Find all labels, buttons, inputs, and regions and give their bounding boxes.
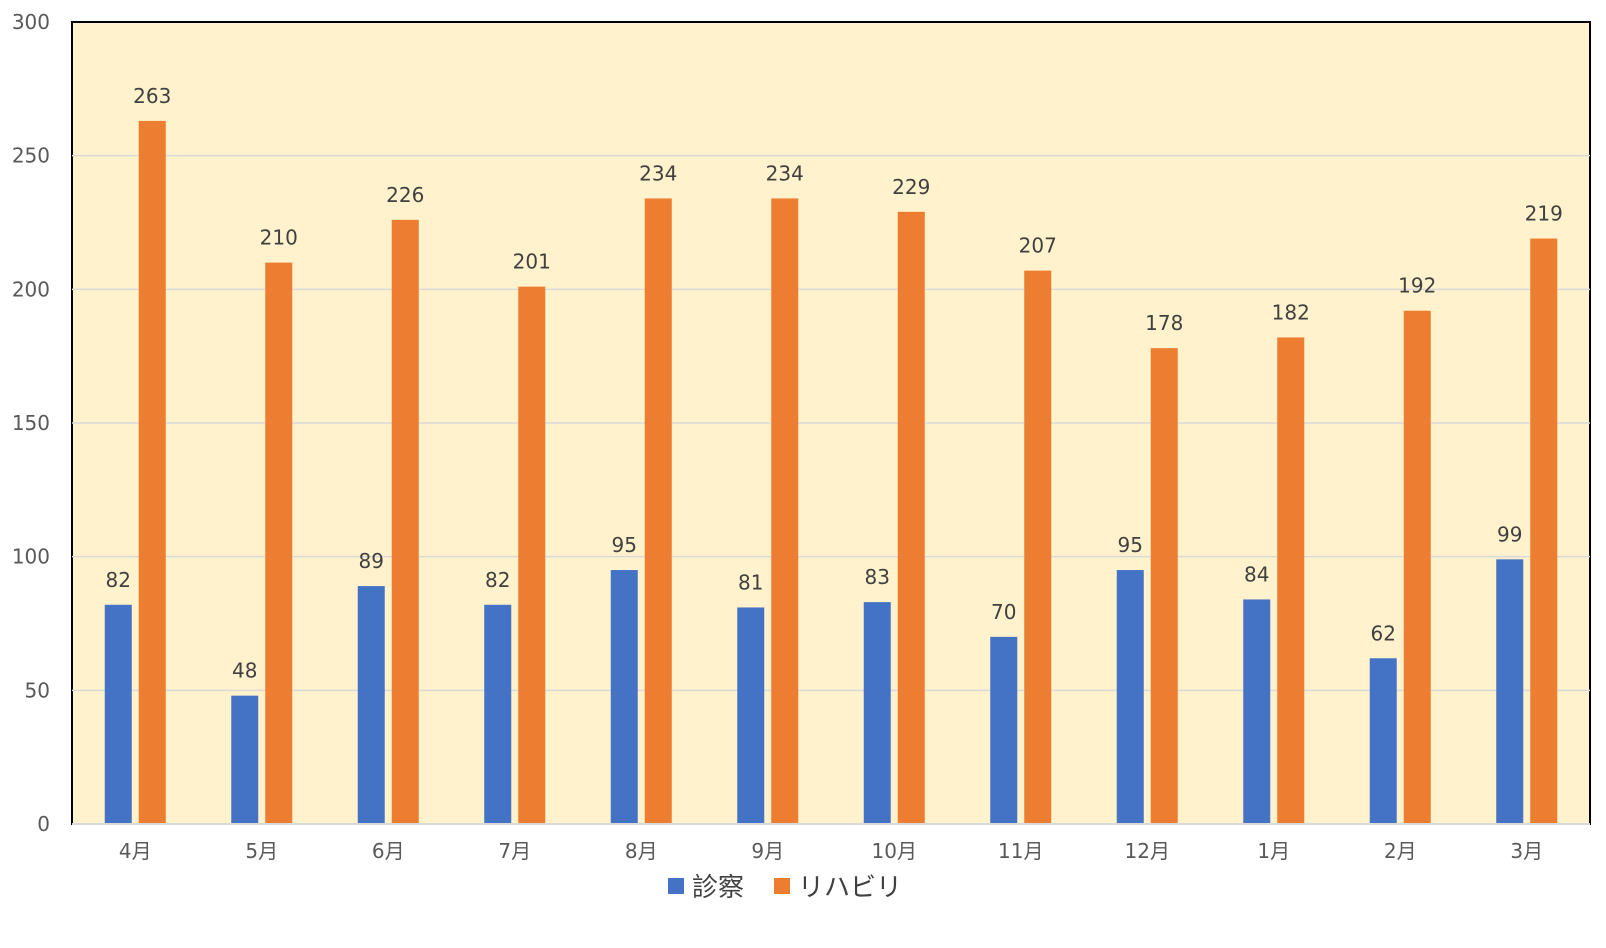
bar-rehabili	[897, 211, 925, 825]
data-label: 70	[991, 600, 1016, 624]
bar-rehabili	[518, 286, 546, 824]
legend-swatch	[774, 878, 790, 894]
data-labels: 82 263 48 210 89 226 82 201 95 234 81 234 83 229 70 207…	[106, 84, 1563, 683]
bar-shinsatsu	[737, 607, 765, 824]
bars	[104, 120, 1558, 825]
data-label: 219	[1525, 202, 1563, 226]
data-label: 82	[106, 568, 131, 592]
bar-shinsatsu	[610, 570, 638, 824]
bar-shinsatsu	[1496, 559, 1524, 824]
data-label: 84	[1244, 562, 1269, 586]
x-tick-label: 8月	[625, 839, 658, 863]
bar-shinsatsu	[863, 602, 891, 824]
data-label: 62	[1371, 621, 1396, 645]
bar-shinsatsu	[1369, 658, 1397, 824]
legend: 診察 リハビリ	[668, 873, 902, 903]
data-label: 83	[865, 565, 890, 589]
data-label: 234	[766, 161, 804, 185]
bar-rehabili	[1530, 238, 1558, 825]
bar-rehabili	[1024, 270, 1052, 824]
x-tick-label: 12月	[1125, 839, 1170, 863]
y-tick-label: 0	[37, 812, 50, 836]
gridlines	[72, 154, 1590, 692]
data-label: 207	[1019, 234, 1057, 258]
y-tick-label: 150	[12, 411, 50, 435]
x-tick-label: 3月	[1510, 839, 1543, 863]
bar-rehabili	[771, 198, 799, 824]
legend-label: リハビリ	[798, 873, 902, 903]
y-tick-label: 50	[25, 678, 50, 702]
data-label: 82	[485, 568, 510, 592]
bar-shinsatsu	[1243, 599, 1271, 824]
data-label: 201	[513, 250, 551, 274]
data-label: 178	[1145, 311, 1183, 335]
x-tick-label: 10月	[872, 839, 917, 863]
data-label: 81	[738, 570, 763, 594]
bar-rehabili	[391, 219, 419, 824]
y-tick-label: 100	[12, 545, 50, 569]
bar-rehabili	[1403, 310, 1431, 825]
legend-swatch	[668, 878, 684, 894]
data-label: 89	[359, 549, 384, 573]
bar-shinsatsu	[231, 695, 259, 824]
bar-shinsatsu	[990, 636, 1018, 824]
x-tick-label: 5月	[245, 839, 278, 863]
x-tick-label: 11月	[998, 839, 1043, 863]
bar-rehabili	[1150, 348, 1178, 824]
bar-rehabili	[1277, 337, 1305, 824]
y-tick-label: 200	[12, 277, 50, 301]
data-label: 48	[232, 659, 257, 683]
bar-shinsatsu	[357, 586, 385, 824]
data-label: 95	[1118, 533, 1143, 557]
data-label: 226	[386, 183, 424, 207]
bar-rehabili	[138, 120, 166, 824]
x-tick-label: 7月	[498, 839, 531, 863]
x-tick-label: 4月	[119, 839, 152, 863]
x-tick-label: 6月	[372, 839, 405, 863]
data-label: 263	[133, 84, 171, 108]
bar-shinsatsu	[484, 604, 512, 824]
data-label: 95	[612, 533, 637, 557]
data-label: 229	[892, 175, 930, 199]
x-tick-label: 2月	[1384, 839, 1417, 863]
data-label: 210	[260, 226, 298, 250]
bar-rehabili	[644, 198, 672, 824]
bar-rehabili	[265, 262, 293, 825]
data-label: 234	[639, 161, 677, 185]
x-axis: 4月 5月 6月 7月 8月 9月 10月 11月 12月 1月 2月 3月	[72, 823, 1590, 863]
y-tick-label: 250	[12, 144, 50, 168]
data-label: 99	[1497, 522, 1522, 546]
data-label: 192	[1398, 274, 1436, 298]
legend-label: 診察	[692, 873, 744, 903]
bar-shinsatsu	[1116, 570, 1144, 824]
y-tick-label: 300	[12, 10, 50, 34]
x-tick-label: 1月	[1257, 839, 1290, 863]
bar-shinsatsu	[104, 604, 132, 824]
x-tick-label: 9月	[751, 839, 784, 863]
y-axis: 0 50 100 150 200 250 300	[12, 10, 50, 836]
data-label: 182	[1272, 300, 1310, 324]
